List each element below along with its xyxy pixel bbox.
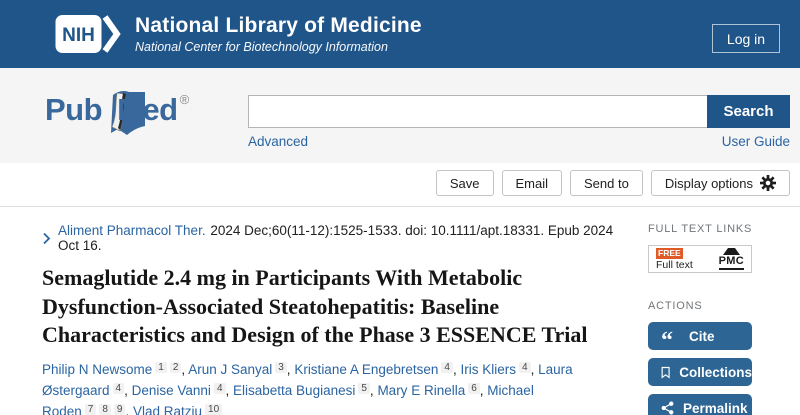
journal-link[interactable]: Aliment Pharmacol Ther. xyxy=(58,223,206,238)
author-separator: , xyxy=(125,403,133,415)
user-guide-link[interactable]: User Guide xyxy=(721,134,790,149)
collections-button[interactable]: Collections xyxy=(648,358,752,386)
permalink-button[interactable]: Permalink xyxy=(648,394,752,415)
advanced-search-link[interactable]: Advanced xyxy=(248,134,309,149)
author-link[interactable]: Philip N Newsome xyxy=(42,361,153,377)
search-section: Pub Med ® Search Advanced User Guide xyxy=(0,68,800,163)
author-link[interactable]: Vlad Ratziu xyxy=(133,403,203,415)
article-main: Aliment Pharmacol Ther. 2024 Dec;60(11-1… xyxy=(42,223,620,415)
article-toolbar: Save Email Send to Display options xyxy=(0,163,800,207)
svg-text:NIH: NIH xyxy=(62,25,95,46)
bookmark-icon xyxy=(661,366,670,379)
nlm-header: NIH National Library of Medicine Nationa… xyxy=(0,0,800,68)
author-affiliation-sup: 3 xyxy=(275,361,287,373)
author-separator: , xyxy=(181,361,189,377)
cite-button[interactable]: “ Cite xyxy=(648,322,752,353)
full-text-label: Full text xyxy=(656,258,693,271)
nlm-header-titles: National Library of Medicine National Ce… xyxy=(135,14,422,54)
nih-logo-icon: NIH xyxy=(55,15,121,53)
pubmed-logo-med: Med xyxy=(117,92,178,127)
registered-mark: ® xyxy=(179,92,190,107)
author-link[interactable]: Denise Vanni xyxy=(131,382,211,398)
citation-line: Aliment Pharmacol Ther. 2024 Dec;60(11-1… xyxy=(42,223,620,253)
login-button[interactable]: Log in xyxy=(712,24,780,53)
pubmed-logo[interactable]: Pub Med ® xyxy=(45,91,248,144)
actions-header: ACTIONS xyxy=(648,300,703,312)
save-button[interactable]: Save xyxy=(435,170,494,196)
author-affiliation-sup: 4 xyxy=(112,382,125,394)
article-title: Semaglutide 2.4 mg in Participants With … xyxy=(42,265,588,348)
display-options-label: Display options xyxy=(664,175,753,191)
article-page: Aliment Pharmacol Ther. 2024 Dec;60(11-1… xyxy=(0,207,800,415)
pubmed-book-icon xyxy=(111,91,145,135)
author-affiliation-sup: 1 xyxy=(155,361,167,373)
author-affiliation-sup: 4 xyxy=(519,361,531,373)
author-link[interactable]: Mary E Rinella xyxy=(377,382,466,398)
search-area: Search Advanced User Guide xyxy=(248,95,790,163)
author-separator: , xyxy=(530,361,539,377)
full-text-links-header: FULL TEXT LINKS xyxy=(648,223,753,235)
display-options-button[interactable]: Display options xyxy=(650,170,790,196)
journal-chevron-icon xyxy=(42,232,51,245)
free-badge: FREE xyxy=(656,247,683,259)
author-affiliation-sup: 9 xyxy=(113,403,126,415)
free-full-text-pmc-link[interactable]: FREE Full text PMC xyxy=(648,245,752,273)
send-to-button[interactable]: Send to xyxy=(570,170,643,196)
author-separator: , xyxy=(479,382,488,398)
pubmed-logo-pub: Pub xyxy=(45,92,103,127)
pmc-logo: PMC xyxy=(718,248,744,270)
author-affiliation-sup: 4 xyxy=(441,361,453,373)
citation-details: 2024 Dec;60(11-12):1525-1533. doi: 10.11… xyxy=(58,223,614,253)
article-sidebar: FULL TEXT LINKS FREE Full text PMC ACTIO… xyxy=(648,223,790,415)
ncbi-subtitle: National Center for Biotechnology Inform… xyxy=(135,40,388,54)
search-input[interactable] xyxy=(248,95,707,128)
author-affiliation-sup: 10 xyxy=(205,403,223,415)
author-link[interactable]: Michael Roden xyxy=(42,382,534,415)
permalink-button-label: Permalink xyxy=(683,400,748,415)
author-link[interactable]: Kristiane A Engebretsen xyxy=(294,361,439,377)
author-separator: , xyxy=(124,382,132,398)
share-icon xyxy=(661,401,674,415)
author-separator: , xyxy=(286,361,295,377)
nih-logo[interactable]: NIH xyxy=(55,14,121,54)
send-to-button-label: Send to xyxy=(584,175,629,191)
author-link[interactable]: Laura Østergaard xyxy=(42,361,573,398)
gear-icon xyxy=(760,175,776,191)
search-button[interactable]: Search xyxy=(707,95,790,128)
author-affiliation-sup: 7 xyxy=(84,403,97,415)
pmc-roof-icon xyxy=(722,248,740,255)
email-button[interactable]: Email xyxy=(501,170,563,196)
save-button-label: Save xyxy=(449,175,480,191)
author-affiliation-sup: 2 xyxy=(169,361,182,373)
author-list: Philip N Newsome 1 2, Arun J Sanyal 3, Kris… xyxy=(42,360,620,415)
author-affiliation-sup: 6 xyxy=(468,382,480,394)
author-separator: , xyxy=(369,382,378,398)
author-separator: , xyxy=(225,382,234,398)
email-button-label: Email xyxy=(515,175,549,191)
author-affiliation-sup: 4 xyxy=(213,382,226,394)
collections-button-label: Collections xyxy=(679,364,752,380)
author-affiliation-sup: 5 xyxy=(358,382,370,394)
author-separator: , xyxy=(452,361,461,377)
cite-button-label: Cite xyxy=(689,328,715,344)
pmc-label: PMC xyxy=(718,255,744,270)
author-link[interactable]: Arun J Sanyal xyxy=(188,361,273,377)
nlm-title: National Library of Medicine xyxy=(135,14,422,37)
author-link[interactable]: Iris Kliers xyxy=(460,361,517,377)
author-affiliation-sup: 8 xyxy=(99,403,111,415)
author-link[interactable]: Elisabetta Bugianesi xyxy=(233,382,356,398)
